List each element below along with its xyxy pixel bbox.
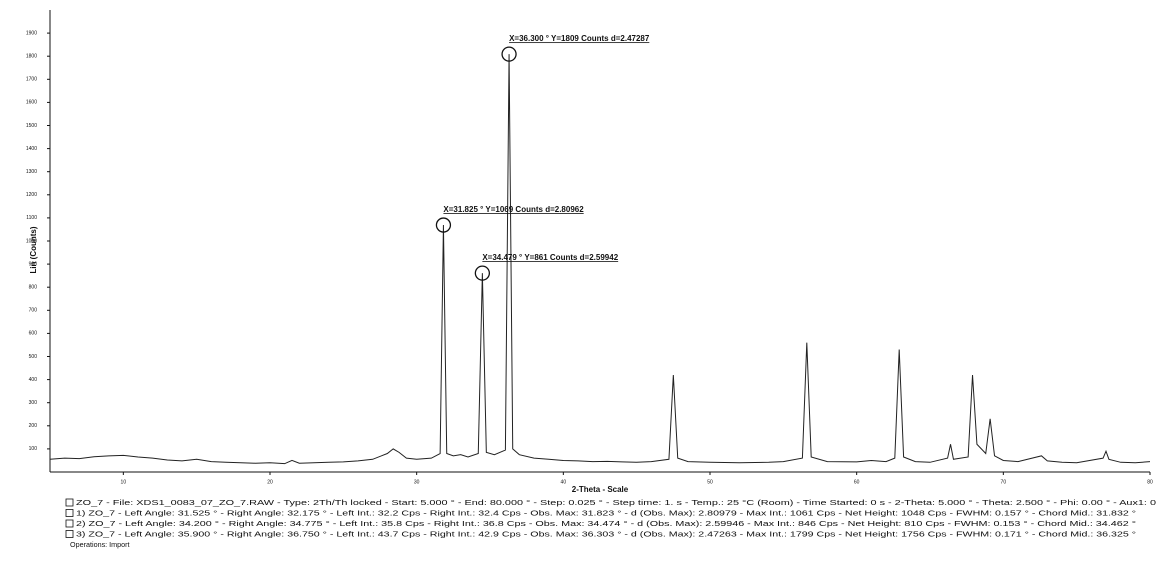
- y-tick-label: 300: [29, 400, 38, 406]
- y-axis-title: Lin (Counts): [29, 226, 38, 273]
- y-tick-label: 1900: [26, 30, 37, 36]
- peak-annotation: X=31.825 ° Y=1069 Counts d=2.80962: [443, 205, 584, 214]
- footer-line: ZO_7 - File: XDS1_0083_07_ZO_7.RAW - Typ…: [76, 498, 1156, 507]
- footer-line: 1) ZO_7 - Left Angle: 31.525 ° - Right A…: [76, 508, 1136, 517]
- y-tick-label: 400: [29, 377, 38, 383]
- peak-annotation: X=36.300 ° Y=1809 Counts d=2.47287: [509, 34, 650, 43]
- y-tick-label: 900: [29, 261, 38, 267]
- y-tick-label: 1100: [26, 215, 37, 221]
- y-tick-label: 1300: [26, 169, 37, 175]
- footer-icon: [65, 530, 74, 538]
- y-tick-label: 100: [29, 446, 38, 452]
- peak-annotation: X=34.479 ° Y=861 Counts d=2.59942: [482, 253, 618, 262]
- peak-marker: [501, 46, 517, 62]
- y-tick-label: 600: [29, 331, 38, 337]
- x-tick-label: 50: [707, 479, 713, 485]
- y-tick-label: 1500: [26, 123, 37, 129]
- y-tick-label: 200: [29, 423, 38, 429]
- y-tick-label: 1700: [26, 77, 37, 83]
- y-tick-label: 1600: [26, 100, 37, 106]
- x-tick-label: 20: [267, 479, 273, 485]
- y-tick-label: 1400: [26, 146, 37, 152]
- y-tick-label: 700: [29, 308, 38, 314]
- y-tick-label: 800: [29, 285, 38, 291]
- data-line: [49, 54, 1151, 465]
- footer-icon: [65, 519, 74, 528]
- y-tick-label: 1800: [26, 54, 37, 60]
- peak-marker: [474, 265, 491, 281]
- footer-line: Operations: Import: [70, 540, 130, 549]
- footer-line: 2) ZO_7 - Left Angle: 34.200 ° - Right A…: [76, 519, 1136, 528]
- footer-line: 3) ZO_7 - Left Angle: 35.900 ° - Right A…: [76, 529, 1136, 538]
- y-tick-label: 1200: [26, 192, 37, 198]
- footer-icon: [65, 498, 74, 507]
- x-tick-label: 40: [561, 479, 567, 485]
- footer-icon: [65, 509, 74, 517]
- x-tick-label: 60: [854, 479, 860, 485]
- y-tick-label: 500: [29, 354, 38, 360]
- x-tick-label: 80: [1147, 479, 1153, 485]
- y-tick-label: 1000: [26, 238, 37, 244]
- x-tick-label: 10: [121, 479, 127, 485]
- x-tick-label: 70: [1001, 479, 1007, 485]
- peak-marker: [435, 217, 452, 233]
- x-axis-title: 2-Theta - Scale: [572, 485, 629, 494]
- x-tick-label: 30: [414, 479, 420, 485]
